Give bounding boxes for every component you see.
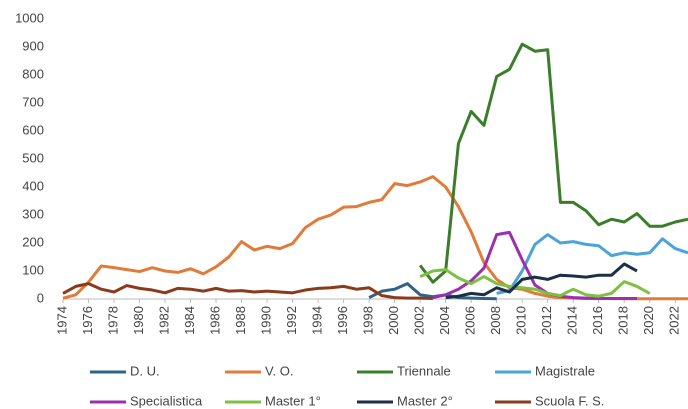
y-tick-label: 600 [22, 122, 44, 137]
y-tick-label: 300 [22, 206, 44, 221]
x-tick-label: 1988 [233, 306, 248, 335]
x-tick-label: 1974 [54, 306, 69, 335]
series-line [496, 233, 688, 295]
x-tick-label: 1978 [105, 306, 120, 335]
series-line [432, 230, 637, 300]
y-tick-label: 0 [37, 290, 44, 305]
x-tick-label: 2022 [667, 306, 682, 335]
y-tick-label: 200 [22, 234, 44, 249]
y-tick-label: 1000 [15, 10, 44, 25]
x-tick-label: 1982 [156, 306, 171, 335]
x-tick-label: 2008 [488, 306, 503, 335]
legend-label: Magistrale [535, 363, 595, 378]
series-line [62, 175, 688, 301]
x-tick-label: 1990 [259, 306, 274, 335]
legend-label: Scuola F. S. [535, 393, 604, 408]
x-tick-label: 2012 [539, 306, 554, 335]
x-tick-label: 1976 [80, 306, 95, 335]
x-tick-label: 1984 [182, 306, 197, 335]
legend-label: Master 2° [397, 393, 453, 408]
y-tick-label: 100 [22, 262, 44, 277]
series-line [62, 282, 433, 300]
x-tick-label: 1980 [131, 306, 146, 335]
x-tick-label: 2020 [641, 306, 656, 335]
x-tick-label: 2000 [386, 306, 401, 335]
y-tick-label: 400 [22, 178, 44, 193]
x-tick-label: 2010 [514, 306, 529, 335]
x-tick-label: 2006 [463, 306, 478, 335]
legend-label: Master 1° [265, 393, 321, 408]
y-tick-label: 500 [22, 150, 44, 165]
x-tick-label: 2014 [565, 306, 580, 335]
x-tick-label: 1996 [335, 306, 350, 335]
x-tick-label: 1994 [310, 306, 325, 335]
series-line [418, 42, 688, 284]
x-tick-label: 1992 [284, 306, 299, 335]
x-tick-label: 1998 [361, 306, 376, 335]
x-tick-label: 2016 [590, 306, 605, 335]
y-tick-label: 900 [22, 38, 44, 53]
x-tick-label: 2002 [412, 306, 427, 335]
legend-label: V. O. [265, 363, 293, 378]
x-tick-label: 2018 [616, 306, 631, 335]
y-tick-label: 800 [22, 66, 44, 81]
legend-label: Specialistica [130, 393, 203, 408]
x-tick-label: 1986 [207, 306, 222, 335]
legend-label: D. U. [130, 363, 160, 378]
legend-label: Triennale [397, 363, 451, 378]
y-tick-label: 700 [22, 94, 44, 109]
x-tick-label: 2004 [437, 306, 452, 335]
series-line [445, 262, 638, 300]
series-line [419, 268, 651, 298]
